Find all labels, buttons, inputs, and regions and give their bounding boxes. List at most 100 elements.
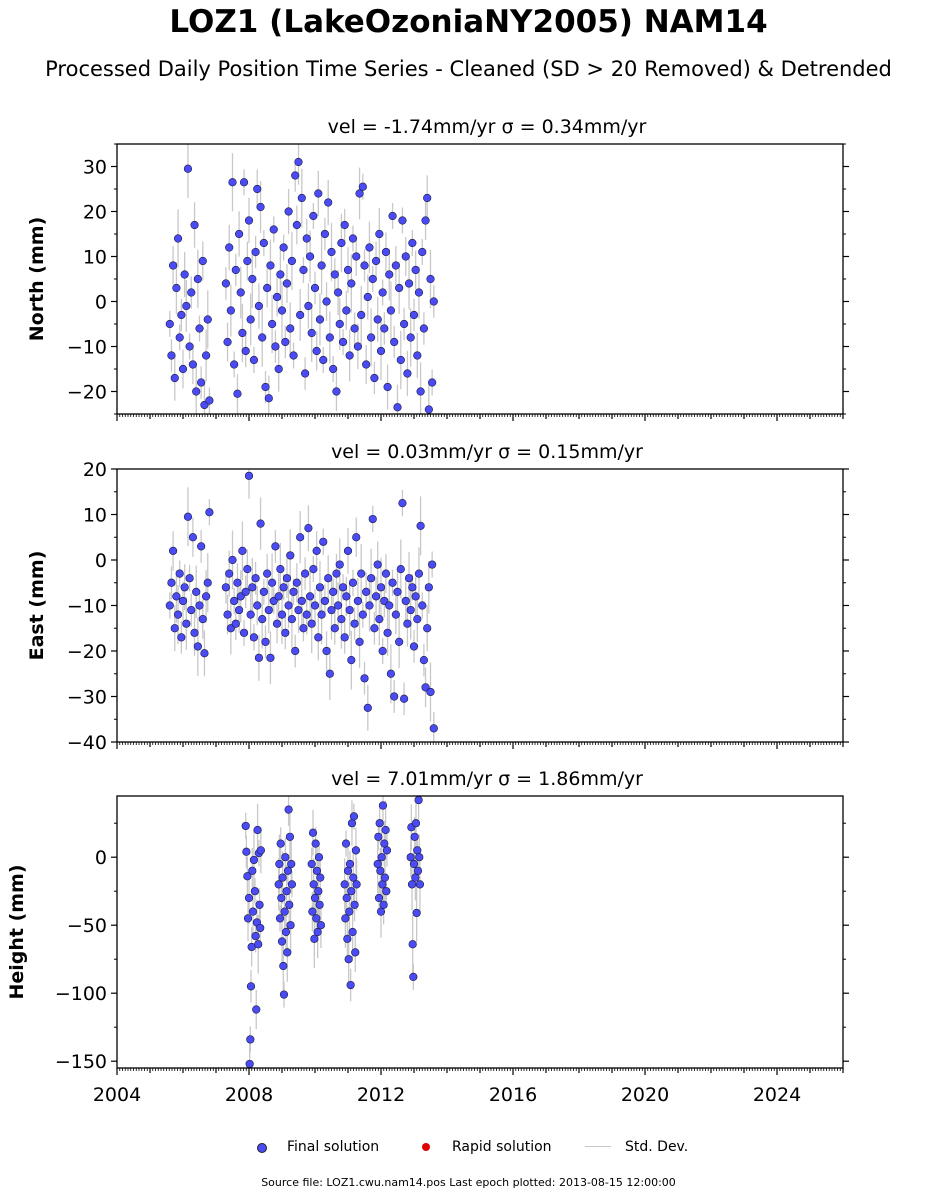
data-point xyxy=(244,216,254,225)
data-point xyxy=(256,202,265,212)
panel-height: vel = 7.01mm/yr σ = 1.86mm/yr Height (mm)… xyxy=(6,768,849,1106)
chart-svg: vel = -1.74mm/yr σ = 0.34mm/yr North (mm)… xyxy=(6,116,849,1106)
y-axis-label: North (mm) xyxy=(26,217,48,342)
data-point xyxy=(284,805,293,814)
data-point xyxy=(258,333,267,342)
data-point xyxy=(276,270,285,279)
data-point xyxy=(367,574,376,583)
data-point xyxy=(275,859,284,869)
data-point xyxy=(380,839,389,848)
data-point xyxy=(249,855,259,865)
data-point xyxy=(252,1005,261,1014)
data-point xyxy=(301,369,310,378)
data-point xyxy=(173,610,183,619)
data-point xyxy=(400,694,409,703)
data-point xyxy=(320,229,330,239)
data-point xyxy=(314,887,323,896)
data-point xyxy=(388,211,397,221)
data-point xyxy=(408,940,417,949)
data-point xyxy=(363,292,372,302)
data-point xyxy=(193,274,202,284)
data-point xyxy=(310,601,320,610)
data-point xyxy=(190,628,199,637)
data-point xyxy=(401,252,410,261)
data-point xyxy=(314,189,323,198)
data-point xyxy=(407,880,417,889)
data-point xyxy=(305,592,315,601)
data-point xyxy=(327,247,336,257)
data-point xyxy=(282,887,291,896)
data-point xyxy=(249,633,259,642)
data-point xyxy=(393,403,402,412)
y-axis-label: Height (mm) xyxy=(6,864,28,999)
data-point xyxy=(279,583,288,592)
data-point xyxy=(256,519,265,528)
data-point xyxy=(338,337,348,347)
data-point xyxy=(363,703,372,712)
data-point xyxy=(239,178,249,187)
data-point xyxy=(327,605,336,615)
data-point xyxy=(343,265,353,275)
data-point xyxy=(264,605,273,615)
y-tick-label: 10 xyxy=(83,247,107,269)
data-point xyxy=(382,846,392,855)
data-point xyxy=(307,328,316,338)
data-point xyxy=(241,346,250,356)
data-point xyxy=(253,825,262,835)
data-point xyxy=(342,893,351,903)
data-point xyxy=(368,274,377,284)
data-point xyxy=(245,1059,254,1069)
data-point xyxy=(367,333,376,342)
y-tick-label: −10 xyxy=(67,596,107,618)
data-point xyxy=(263,569,272,578)
data-point xyxy=(381,569,391,578)
legend-std-line xyxy=(585,1146,611,1147)
data-point xyxy=(175,333,184,342)
data-point xyxy=(343,866,353,875)
data-point xyxy=(188,360,197,369)
data-point xyxy=(253,184,262,194)
data-point xyxy=(165,319,174,329)
data-point xyxy=(325,333,334,342)
data-point xyxy=(274,592,283,601)
data-point xyxy=(202,351,211,360)
data-point xyxy=(312,914,321,923)
data-point xyxy=(284,207,293,216)
data-point xyxy=(187,288,196,297)
data-point xyxy=(283,948,292,957)
data-point xyxy=(230,596,239,606)
data-point xyxy=(345,907,354,916)
data-point xyxy=(418,601,427,610)
data-point xyxy=(414,795,423,805)
data-point xyxy=(423,624,432,633)
data-point xyxy=(200,649,209,658)
data-point xyxy=(315,315,325,324)
data-point xyxy=(243,564,252,574)
data-point xyxy=(376,346,386,356)
data-point xyxy=(167,578,176,587)
y-tick-label: −10 xyxy=(67,337,107,359)
data-point xyxy=(342,306,351,315)
data-point xyxy=(203,578,212,587)
data-point xyxy=(193,642,202,651)
data-point xyxy=(406,605,415,615)
data-point xyxy=(294,157,303,167)
data-point xyxy=(281,927,291,937)
data-point xyxy=(246,315,255,324)
data-point xyxy=(378,801,388,810)
data-point xyxy=(311,839,320,848)
data-point xyxy=(349,873,358,882)
data-point xyxy=(279,961,288,971)
data-point xyxy=(170,373,179,383)
data-point xyxy=(360,261,369,270)
source-footer: Source file: LOZ1.cwu.nam14.pos Last epo… xyxy=(261,1176,676,1189)
data-point xyxy=(266,653,275,662)
data-point xyxy=(248,907,258,916)
data-point xyxy=(395,283,404,293)
data-point xyxy=(347,279,356,288)
data-point xyxy=(360,674,369,683)
y-tick-label: 0 xyxy=(95,550,107,572)
data-point xyxy=(343,546,353,556)
data-point xyxy=(350,619,359,628)
data-point xyxy=(235,605,244,615)
